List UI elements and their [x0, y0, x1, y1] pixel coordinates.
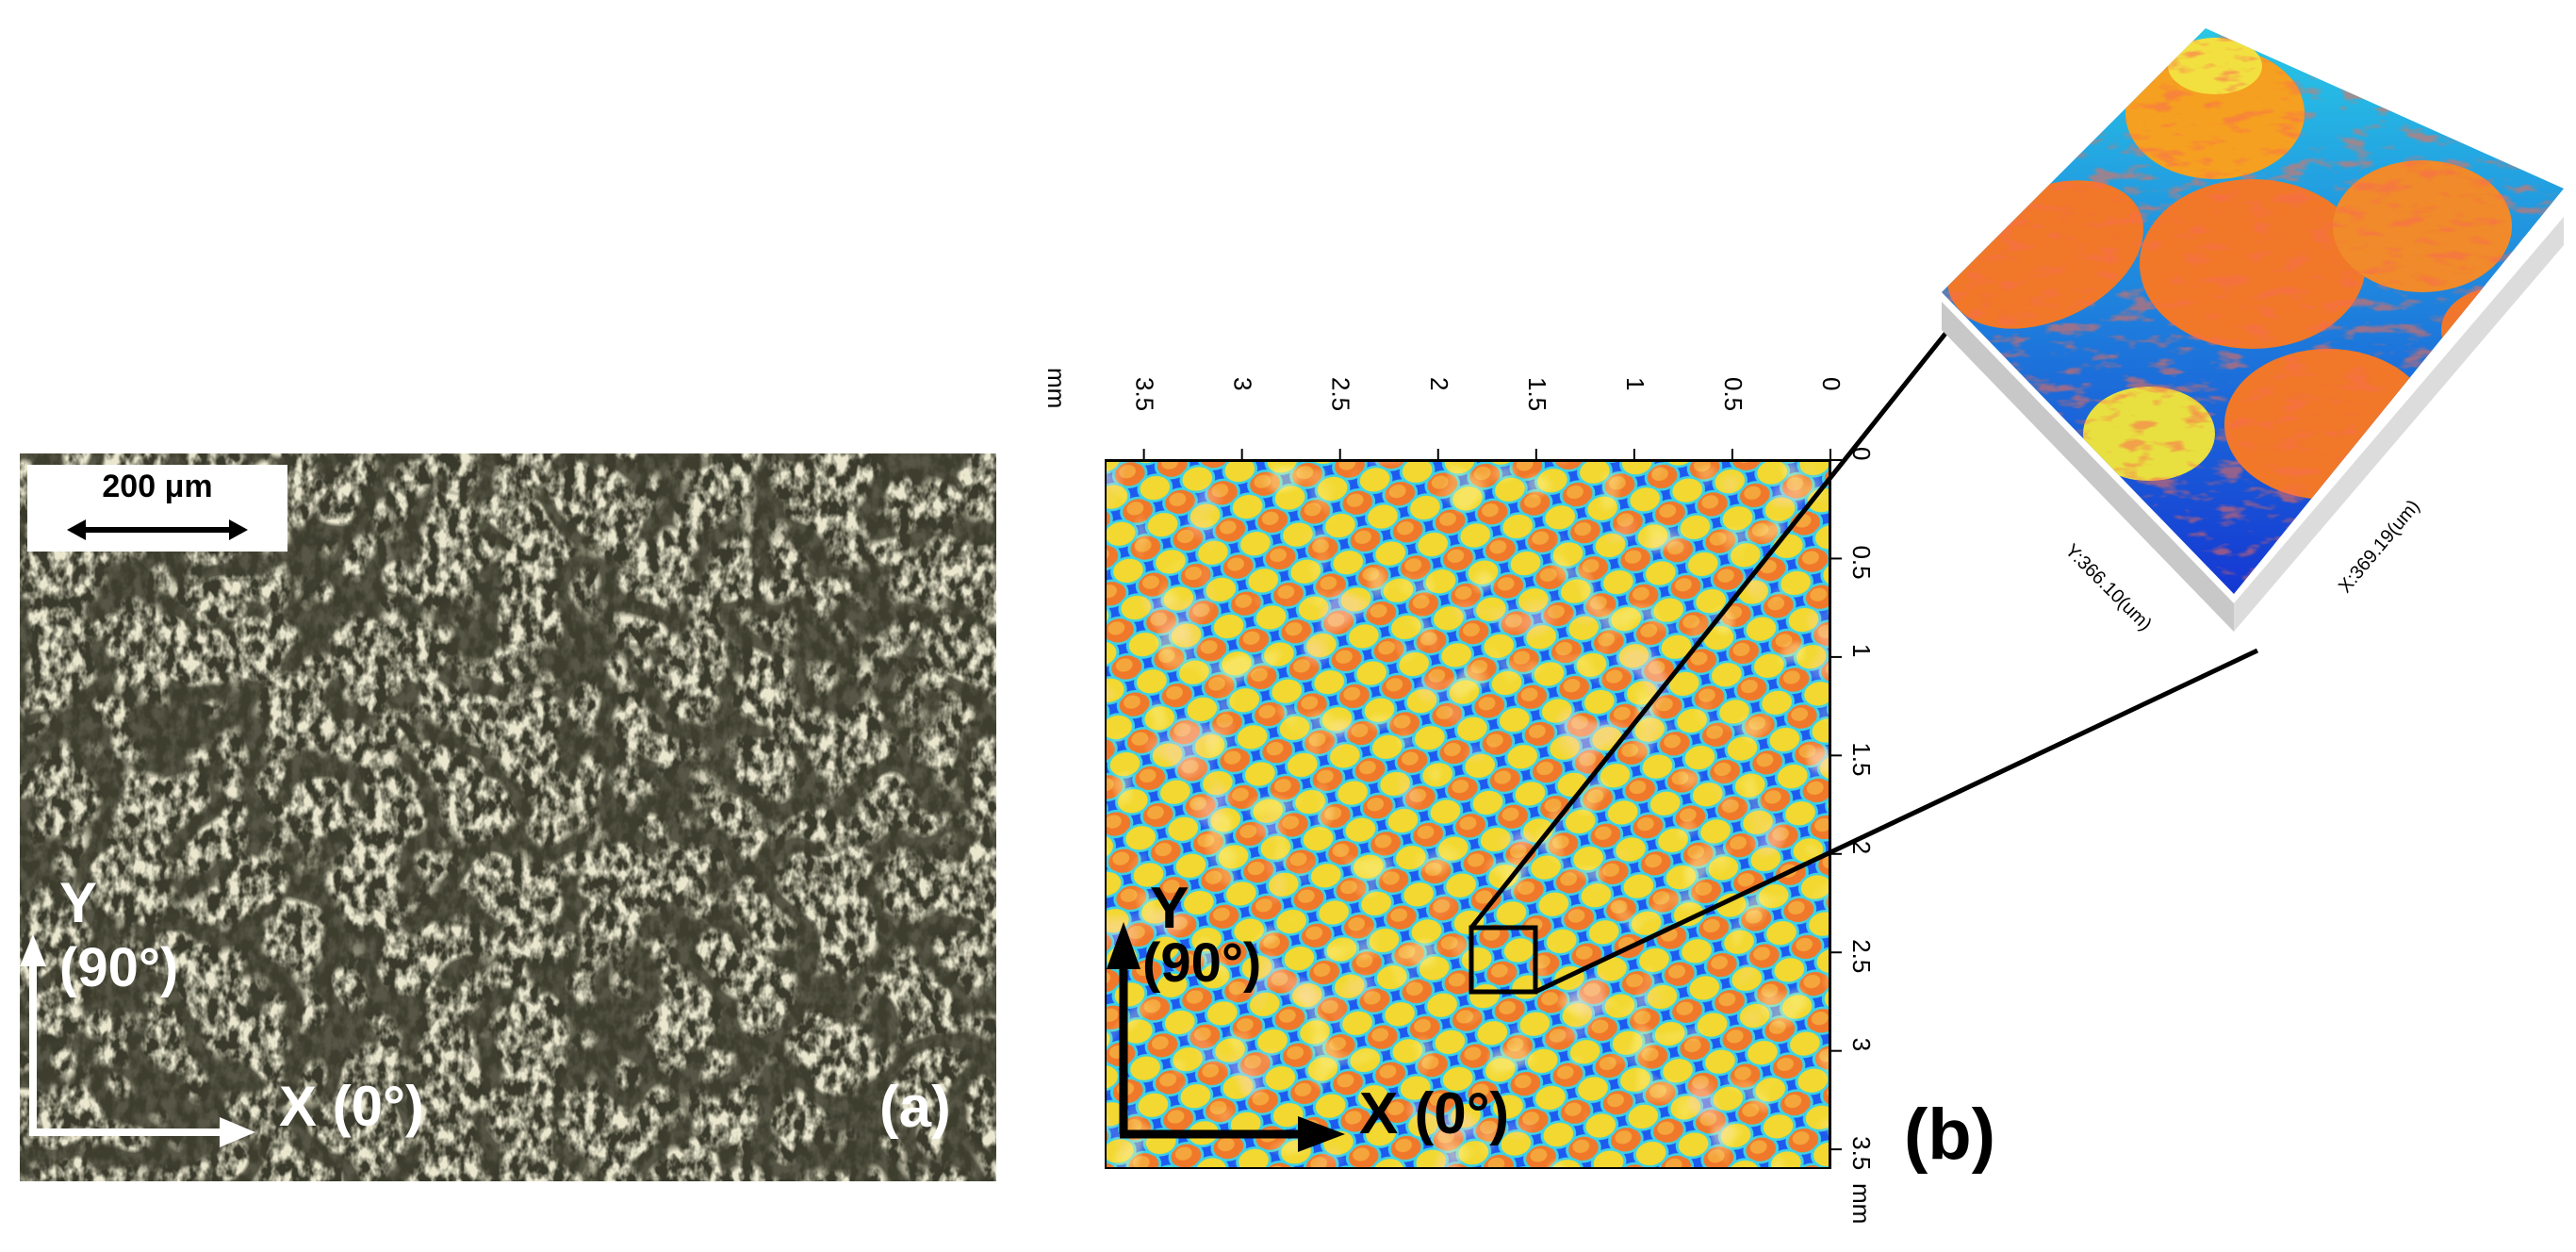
- block-left-side: [1942, 302, 2234, 632]
- surface-3d-render: Y:366.10(um) X:369.19(um): [1942, 28, 2564, 634]
- axis-y-angle-a: (90°): [59, 937, 179, 998]
- micrograph-texture: [20, 453, 996, 1181]
- right-axis-tick-label: 2: [1847, 841, 1876, 854]
- selection-square: [1468, 925, 1538, 995]
- scale-bar-label: 200 μm: [102, 469, 213, 504]
- block-right-side: [2234, 217, 2564, 632]
- right-axis-tick-label: 1: [1847, 644, 1876, 657]
- axis-y-angle-b: (90°): [1142, 932, 1262, 994]
- top-axis-tick-label: 1: [1621, 377, 1649, 390]
- top-axis-tick-label: 3.5: [1131, 377, 1159, 411]
- right-axis-svg: 00.511.522.533.5mm: [1829, 447, 1876, 1224]
- right-axis-tick-label: 0.5: [1847, 545, 1876, 579]
- axes-arrows-a: [20, 934, 255, 1147]
- right-axis-tick-label: 2.5: [1847, 939, 1876, 973]
- scale-bar-box: 200 μm: [27, 465, 287, 552]
- right-axis-tick-label: 3.5: [1847, 1136, 1876, 1170]
- right-axis-b: 0 0.5 1 1.5 2 2.5 3 3.5 mm: [1829, 443, 1942, 1244]
- zoom-line-top: [1469, 319, 1958, 930]
- top-axis-tick-label: 2.5: [1327, 377, 1355, 411]
- axis-y-label-b: Y: [1150, 876, 1190, 941]
- axis-x-label-a: X (0°): [279, 1075, 425, 1138]
- axis-x-label-b: X (0°): [1359, 1081, 1510, 1146]
- inset-x-label: X:369.19(um): [2335, 496, 2424, 597]
- right-axis-unit: mm: [1847, 1183, 1876, 1224]
- top-axis-unit: mm: [1042, 368, 1071, 408]
- zoom-line-bottom: [1534, 648, 2259, 995]
- height-map-image: [1105, 460, 1830, 1169]
- top-axis-tick-label: 3: [1229, 377, 1257, 390]
- optical-micrograph-panel: 200 μm Y (90°) X (0°) (a): [20, 453, 996, 1181]
- panel-label-b: (b): [1904, 1095, 1996, 1175]
- surface-3d-inset: Y:366.10(um) X:369.19(um): [1932, 28, 2573, 651]
- panel-label-a: (a): [879, 1075, 951, 1140]
- zoom-callout: [1468, 319, 2259, 995]
- scale-bar-arrow: [67, 519, 248, 540]
- inset-y-label: Y:366.10(um): [2060, 540, 2155, 634]
- top-axis-tick-label: 0.5: [1719, 377, 1747, 411]
- axes-arrows-b: [1107, 922, 1345, 1152]
- top-axis-tick-label: 1.5: [1523, 377, 1551, 411]
- right-axis-tick-label: 3: [1847, 1038, 1876, 1051]
- right-axis-tick-label: 1.5: [1847, 742, 1876, 776]
- top-axis-tick-label: 2: [1425, 377, 1453, 390]
- height-map-panel: Y (90°): [1105, 460, 1830, 1169]
- axis-y-label-a: Y: [59, 871, 98, 934]
- top-axis-tick-label: 0: [1817, 377, 1846, 390]
